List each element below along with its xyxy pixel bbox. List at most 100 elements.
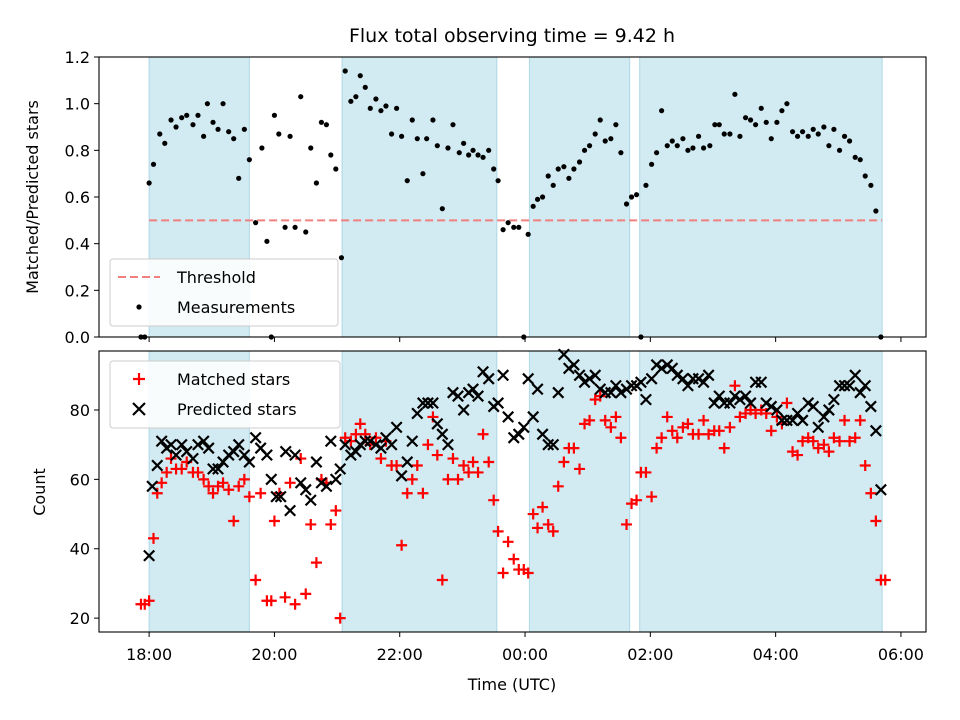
measurement-point-5 (162, 140, 168, 146)
matched-star-point-127 (781, 397, 793, 409)
predicted-star-point-91 (604, 386, 617, 399)
measurement-point-17 (226, 129, 232, 135)
measurement-point-53 (409, 117, 415, 123)
measurement-point-96 (628, 194, 635, 200)
measurement-point-81 (550, 182, 556, 188)
matched-stars-points (135, 380, 891, 624)
matched-star-point-35 (310, 557, 322, 569)
x-axis-label: Time (UTC) (467, 675, 556, 694)
measurement-point-92 (608, 136, 614, 142)
measurement-point-30 (292, 224, 298, 230)
matched-star-point-83 (552, 480, 564, 492)
predicted-star-point-41 (349, 445, 362, 458)
matched-star-point-6 (161, 466, 173, 478)
predicted-star-point-80 (547, 438, 560, 451)
top-legend: Threshold Measurements (109, 258, 339, 327)
measurement-point-143 (873, 208, 879, 214)
top-y-tick-label-1: 0.2 (65, 281, 90, 300)
matched-star-point-117 (729, 380, 741, 392)
predicted-star-point-104 (671, 369, 684, 382)
measurement-point-135 (831, 126, 837, 132)
predicted-star-point-57 (431, 417, 444, 430)
matched-star-point-41 (339, 432, 351, 444)
predicted-star-point-139 (854, 386, 867, 399)
x-tick-label-1: 20:00 (251, 645, 297, 664)
legend-matched-swatch (133, 373, 145, 385)
predicted-star-point-98 (639, 393, 652, 406)
matched-star-point-139 (844, 435, 856, 447)
matched-star-point-104 (661, 411, 673, 423)
predicted-star-point-69 (492, 397, 505, 410)
measurement-point-37 (328, 152, 334, 158)
predicted-star-point-1 (146, 480, 159, 493)
measurement-point-118 (742, 115, 749, 121)
predicted-star-point-3 (155, 435, 168, 448)
measurement-point-31 (298, 94, 304, 100)
matched-star-point-95 (615, 432, 627, 444)
matched-star-point-54 (406, 473, 418, 485)
bottom-y-tick-label-3: 80 (70, 401, 90, 420)
predicted-star-point-39 (339, 438, 352, 451)
measurement-point-73 (511, 224, 517, 230)
predicted-star-point-126 (786, 414, 799, 427)
predicted-star-point-77 (531, 383, 544, 396)
measurement-point-72 (505, 220, 511, 226)
matched-star-point-34 (305, 518, 317, 530)
predicted-star-point-10 (192, 438, 204, 451)
matched-star-point-55 (411, 459, 423, 471)
predicted-star-point-120 (755, 376, 768, 389)
top-panel-shaded-regions (148, 56, 883, 338)
measurement-point-133 (821, 124, 827, 130)
predicted-star-point-99 (645, 372, 658, 385)
measurement-point-141 (862, 173, 868, 179)
measurement-point-24 (264, 238, 270, 244)
measurement-point-38 (333, 166, 339, 172)
measurement-point-119 (747, 117, 754, 123)
matched-star-point-2 (143, 595, 155, 607)
measurement-point-132 (815, 131, 821, 137)
matched-star-point-22 (243, 491, 255, 503)
matched-star-point-78 (527, 508, 539, 520)
matched-star-point-98 (631, 494, 643, 506)
measurement-point-52 (404, 178, 410, 184)
bottom-plot-frame (98, 350, 927, 633)
measurement-point-124 (774, 119, 780, 125)
measurement-point-48 (383, 103, 389, 109)
matched-star-point-29 (279, 591, 291, 603)
matched-star-point-121 (750, 407, 762, 419)
measurement-point-121 (758, 105, 764, 111)
matched-star-point-70 (488, 494, 500, 506)
predicted-star-point-130 (807, 400, 820, 413)
predicted-star-point-67 (482, 372, 495, 385)
shaded-region-2 (528, 350, 631, 633)
bottom-legend-box (109, 360, 341, 429)
x-tick-label-4: 02:00 (627, 645, 673, 664)
legend-measurements-label: Measurements (177, 298, 295, 317)
predicted-star-point-143 (874, 483, 887, 496)
matched-star-point-84 (558, 456, 570, 468)
matched-star-point-124 (765, 425, 777, 437)
measurement-point-83 (561, 164, 567, 170)
predicted-star-point-27 (279, 445, 292, 458)
predicted-star-point-105 (676, 372, 689, 385)
predicted-star-point-14 (212, 462, 225, 475)
x-tick-label-3: 00:00 (502, 645, 548, 664)
measurement-point-88 (586, 143, 593, 149)
measurement-point-76 (525, 231, 531, 237)
predicted-star-point-43 (359, 435, 372, 448)
legend-predicted-label: Predicted stars (177, 400, 297, 419)
measurement-point-10 (190, 122, 196, 128)
bottom-y-tick-label-2: 60 (70, 470, 90, 489)
matched-star-point-64 (458, 459, 470, 471)
shaded-region-1 (341, 350, 498, 633)
measurement-point-69 (491, 166, 497, 172)
predicted-star-point-116 (733, 393, 746, 406)
measurement-point-110 (700, 145, 707, 151)
predicted-star-point-134 (827, 393, 840, 406)
matched-star-point-114 (713, 425, 725, 437)
measurement-point-91 (602, 138, 608, 144)
matched-star-point-17 (217, 477, 229, 489)
predicted-star-point-0 (143, 549, 156, 562)
top-panel-axes: 0.0 0.2 0.4 0.6 0.8 1.0 1.2 (65, 48, 927, 347)
predicted-star-point-128 (796, 414, 809, 427)
